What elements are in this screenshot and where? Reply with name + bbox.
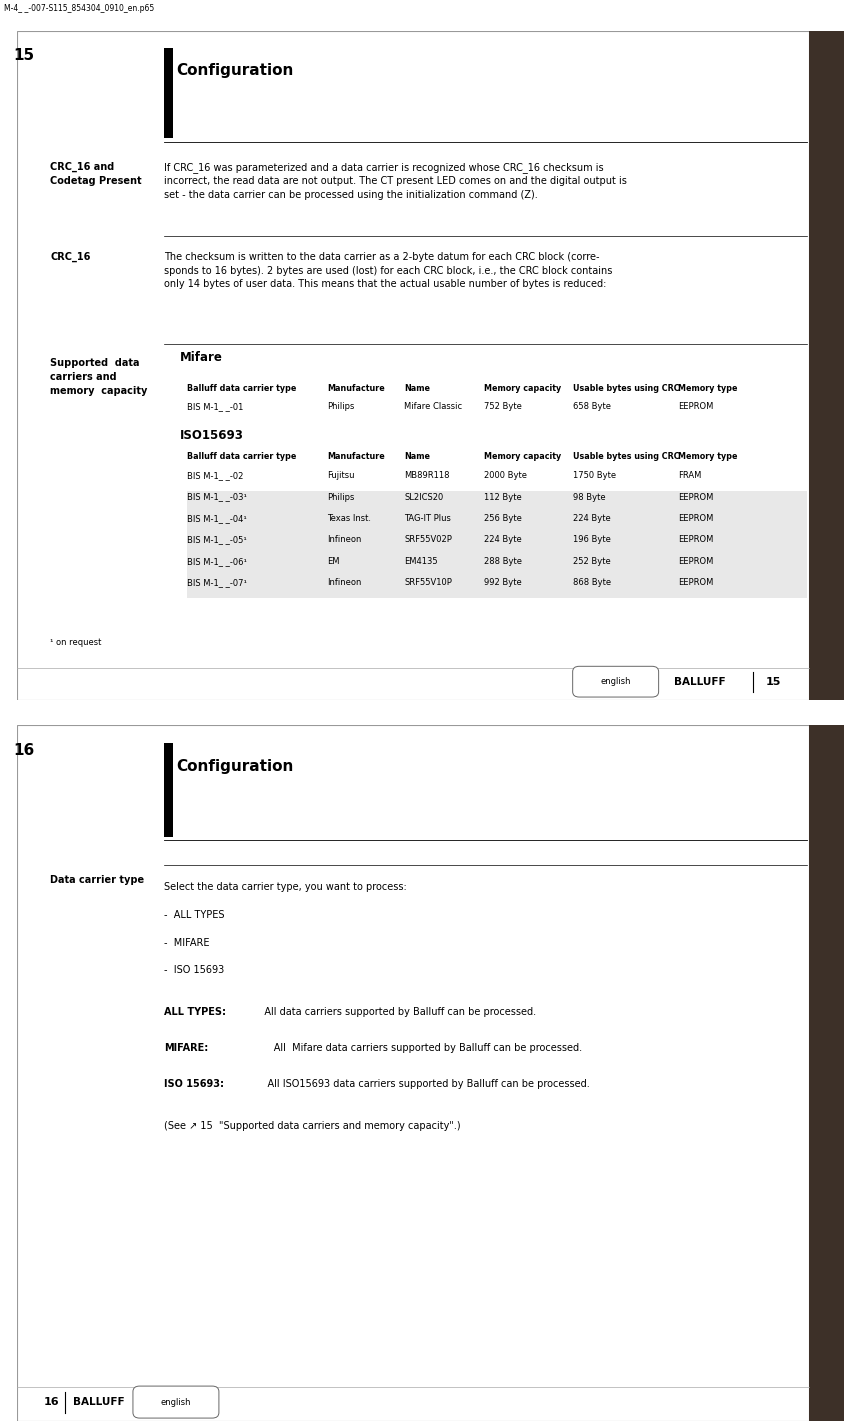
Text: Memory capacity: Memory capacity <box>484 453 561 461</box>
Text: Mifare Classic: Mifare Classic <box>404 403 462 411</box>
Text: All data carriers supported by Balluff can be processed.: All data carriers supported by Balluff c… <box>255 1007 536 1017</box>
Text: BIS M-1_ _-01: BIS M-1_ _-01 <box>187 403 243 411</box>
Text: EM4135: EM4135 <box>404 557 437 565</box>
Text: Manufacture: Manufacture <box>327 453 385 461</box>
Text: 16: 16 <box>44 1397 59 1407</box>
Text: -  MIFARE: - MIFARE <box>164 938 210 948</box>
Text: M-4_ _-007-S115_854304_0910_en.p65: M-4_ _-007-S115_854304_0910_en.p65 <box>4 4 155 13</box>
Text: Configuration: Configuration <box>176 758 294 774</box>
Text: 658 Byte: 658 Byte <box>573 403 610 411</box>
Text: The checksum is written to the data carrier as a 2-byte datum for each CRC block: The checksum is written to the data carr… <box>164 251 613 288</box>
Text: (See ↗ 15  "Supported data carriers and memory capacity".): (See ↗ 15 "Supported data carriers and m… <box>164 1121 461 1131</box>
Text: Supported  data
carriers and
memory  capacity: Supported data carriers and memory capac… <box>50 357 147 396</box>
Text: BALLUFF: BALLUFF <box>73 1397 125 1407</box>
Text: EEPROM: EEPROM <box>678 536 714 544</box>
Text: 98 Byte: 98 Byte <box>573 493 605 501</box>
Text: EEPROM: EEPROM <box>678 403 714 411</box>
Text: BIS M-1_ _-05¹: BIS M-1_ _-05¹ <box>187 536 246 544</box>
Text: All ISO15693 data carriers supported by Balluff can be processed.: All ISO15693 data carriers supported by … <box>255 1080 590 1090</box>
Text: Texas Inst.: Texas Inst. <box>327 514 371 523</box>
Text: Infineon: Infineon <box>327 536 362 544</box>
Text: EEPROM: EEPROM <box>678 557 714 565</box>
Bar <box>187 577 807 598</box>
Text: CRC_16: CRC_16 <box>50 251 90 263</box>
Text: BIS M-1_ _-06¹: BIS M-1_ _-06¹ <box>187 557 246 565</box>
Text: 15: 15 <box>13 49 34 63</box>
Text: 16: 16 <box>13 743 34 758</box>
Text: -  ISO 15693: - ISO 15693 <box>164 965 225 975</box>
Text: MIFARE:: MIFARE: <box>164 1044 208 1054</box>
Text: EEPROM: EEPROM <box>678 514 714 523</box>
FancyBboxPatch shape <box>133 1387 219 1418</box>
Text: ISO15693: ISO15693 <box>180 428 244 443</box>
Text: Balluff data carrier type: Balluff data carrier type <box>187 453 296 461</box>
Text: TAG-IT Plus: TAG-IT Plus <box>404 514 451 523</box>
Text: 256 Byte: 256 Byte <box>484 514 522 523</box>
Text: Name: Name <box>404 453 430 461</box>
Text: EEPROM: EEPROM <box>678 578 714 587</box>
Text: ¹ on request: ¹ on request <box>50 638 102 647</box>
Text: 15: 15 <box>765 677 781 687</box>
Text: BIS M-1_ _-03¹: BIS M-1_ _-03¹ <box>187 493 246 501</box>
Text: BALLUFF: BALLUFF <box>674 677 726 687</box>
Text: SRF55V02P: SRF55V02P <box>404 536 452 544</box>
Bar <box>187 513 807 534</box>
Text: 252 Byte: 252 Byte <box>573 557 610 565</box>
Bar <box>187 491 807 513</box>
Text: SRF55V10P: SRF55V10P <box>404 578 452 587</box>
Text: All  Mifare data carriers supported by Balluff can be processed.: All Mifare data carriers supported by Ba… <box>255 1044 582 1054</box>
Text: Memory type: Memory type <box>678 453 738 461</box>
Text: Fujitsu: Fujitsu <box>327 471 355 480</box>
Text: Memory capacity: Memory capacity <box>484 384 561 393</box>
Text: EEPROM: EEPROM <box>678 493 714 501</box>
Text: BIS M-1_ _-02: BIS M-1_ _-02 <box>187 471 243 480</box>
Text: Configuration: Configuration <box>176 63 294 79</box>
Text: Usable bytes using CRC: Usable bytes using CRC <box>573 384 679 393</box>
Text: MB89R118: MB89R118 <box>404 471 449 480</box>
Text: Select the data carrier type, you want to process:: Select the data carrier type, you want t… <box>164 883 407 892</box>
Text: ALL TYPES:: ALL TYPES: <box>164 1007 226 1017</box>
Text: FRAM: FRAM <box>678 471 702 480</box>
Text: EM: EM <box>327 557 340 565</box>
Text: Memory type: Memory type <box>678 384 738 393</box>
Bar <box>809 725 844 1421</box>
Text: BIS M-1_ _-04¹: BIS M-1_ _-04¹ <box>187 514 246 523</box>
Bar <box>187 534 807 555</box>
Text: Infineon: Infineon <box>327 578 362 587</box>
Bar <box>164 743 173 837</box>
Text: 112 Byte: 112 Byte <box>484 493 522 501</box>
Text: Philips: Philips <box>327 493 355 501</box>
Bar <box>164 49 173 139</box>
Text: Name: Name <box>404 384 430 393</box>
Text: 196 Byte: 196 Byte <box>573 536 610 544</box>
Text: 288 Byte: 288 Byte <box>484 557 523 565</box>
Text: 224 Byte: 224 Byte <box>484 536 522 544</box>
Text: 868 Byte: 868 Byte <box>573 578 610 587</box>
Text: -  ALL TYPES: - ALL TYPES <box>164 910 225 920</box>
Text: 2000 Byte: 2000 Byte <box>484 471 527 480</box>
Bar <box>187 555 807 577</box>
Text: 752 Byte: 752 Byte <box>484 403 522 411</box>
Bar <box>809 31 844 700</box>
Text: 992 Byte: 992 Byte <box>484 578 522 587</box>
Text: Mifare: Mifare <box>180 351 223 364</box>
Text: SL2ICS20: SL2ICS20 <box>404 493 443 501</box>
Text: Usable bytes using CRC: Usable bytes using CRC <box>573 453 679 461</box>
Text: BIS M-1_ _-07¹: BIS M-1_ _-07¹ <box>187 578 246 587</box>
FancyBboxPatch shape <box>573 667 659 697</box>
Text: 1750 Byte: 1750 Byte <box>573 471 616 480</box>
Text: 224 Byte: 224 Byte <box>573 514 610 523</box>
Text: If CRC_16 was parameterized and a data carrier is recognized whose CRC_16 checks: If CRC_16 was parameterized and a data c… <box>164 161 627 200</box>
Text: Philips: Philips <box>327 403 355 411</box>
Text: ISO 15693:: ISO 15693: <box>164 1080 225 1090</box>
Text: Data carrier type: Data carrier type <box>50 875 145 885</box>
Text: Balluff data carrier type: Balluff data carrier type <box>187 384 296 393</box>
Text: english: english <box>600 677 631 687</box>
Text: CRC_16 and
Codetag Present: CRC_16 and Codetag Present <box>50 161 142 186</box>
Text: Manufacture: Manufacture <box>327 384 385 393</box>
Text: english: english <box>161 1398 191 1407</box>
